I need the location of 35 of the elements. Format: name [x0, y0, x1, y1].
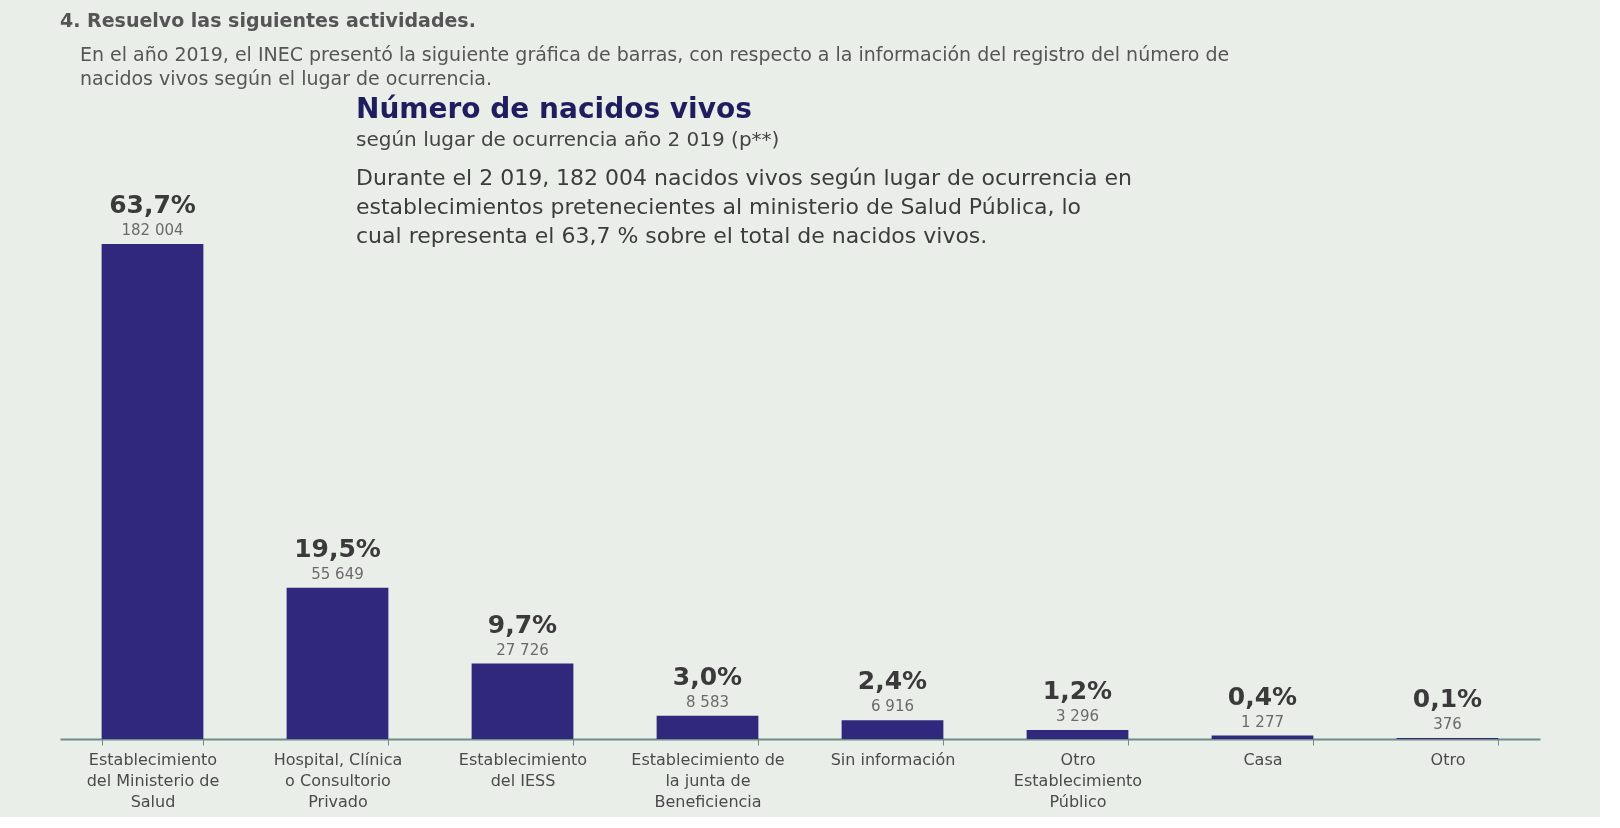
bar — [286, 587, 389, 739]
text: 4. Resuelvo las siguientes actividades. — [60, 9, 476, 31]
x-tick-label: Casa — [1243, 749, 1283, 769]
x-tick-label: Establecimiento del IESS — [458, 749, 588, 790]
text: En el año 2019, el INEC presentó la siguiente gráfica de barras, con respecto a la información del registro del número de nacidos vivos según el lugar de ocurrencia. — [80, 43, 1230, 89]
data-label: 8 583 — [686, 692, 729, 711]
annotation: 0,1% — [1412, 683, 1483, 713]
data-label: 55 649 — [311, 564, 364, 583]
chart-title: Número de nacidos vivos — [356, 92, 752, 125]
annotation: 0,4% — [1227, 681, 1298, 711]
data-label: 1 277 — [1241, 712, 1284, 731]
annotation: 9,7% — [487, 609, 558, 639]
chart-subtitle: según lugar de ocurrencia año 2 019 (p**) — [356, 127, 780, 151]
annotation: 3,0% — [672, 661, 743, 691]
data-label: 182 004 — [121, 221, 184, 239]
annotation: 2,4% — [857, 666, 928, 696]
bar — [471, 663, 574, 739]
annotation: 63,7% — [109, 190, 196, 219]
x-tick-label: Hospital, Clínica o Consultorio Privado — [273, 749, 403, 811]
bar — [841, 720, 944, 739]
x-tick-label: Establecimiento del Ministerio de Salud — [86, 749, 220, 811]
data-label: 3 296 — [1056, 707, 1099, 726]
bar — [1026, 730, 1129, 739]
data-label: 6 916 — [871, 697, 914, 716]
annotation: 19,5% — [294, 533, 381, 563]
bar — [656, 715, 759, 739]
annotation: Durante el 2 019, 182 004 nacidos vivos según lugar de ocurrencia en establecimientos pretenecientes al ministerio de Salud Pública, lo cual representa el 63,7 % sobre el total de nacidos vivos. — [356, 165, 1132, 248]
data-label: 376 — [1433, 714, 1462, 733]
x-tick-label: Otro Establecimiento Público — [1013, 749, 1143, 811]
x-tick-label: Establecimiento de la junta de Beneficiencia — [631, 749, 785, 811]
x-tick-label: Otro — [1430, 749, 1466, 769]
annotation: 1,2% — [1042, 676, 1113, 706]
x-tick-label: Sin información — [830, 749, 956, 769]
data-label: 27 726 — [496, 640, 549, 659]
bar — [101, 244, 204, 739]
